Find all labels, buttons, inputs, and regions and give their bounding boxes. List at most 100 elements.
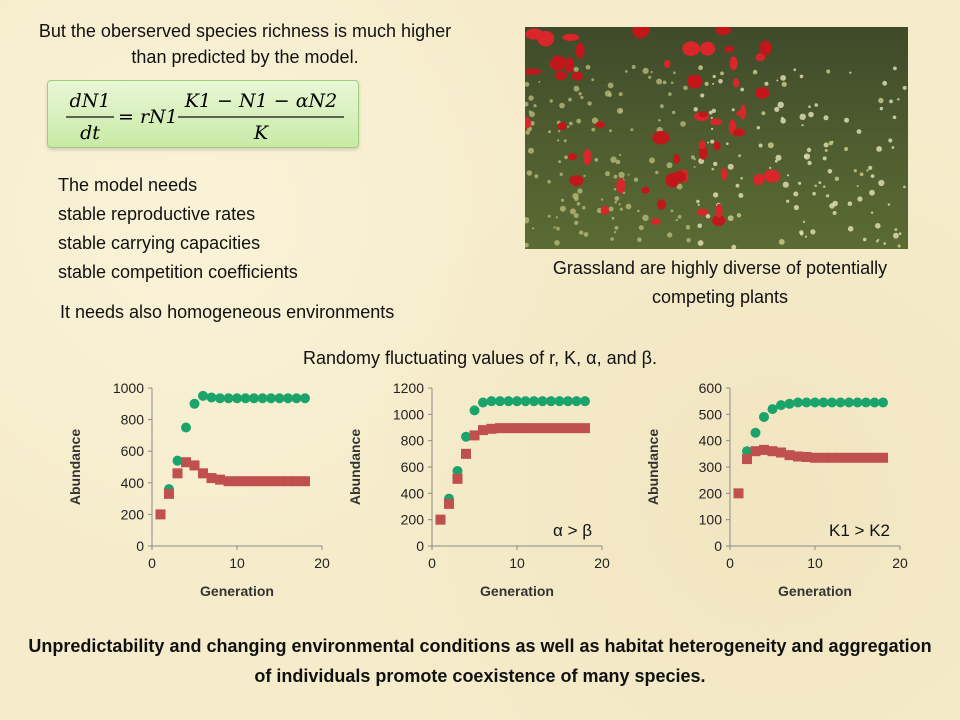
data-point-square [852, 452, 863, 463]
data-point-square [827, 452, 837, 463]
data-point-circle [852, 397, 863, 408]
data-point-circle [461, 431, 471, 442]
data-point-square [759, 444, 769, 455]
data-point-square [291, 476, 302, 487]
data-point-circle [554, 396, 565, 407]
data-point-square [810, 452, 820, 463]
data-point-square [164, 488, 174, 499]
data-point-circle [810, 397, 820, 408]
data-point-square [240, 476, 251, 487]
data-point-square [861, 452, 871, 463]
x-tick-label: 20 [314, 555, 330, 571]
data-point-circle [818, 397, 829, 408]
y-tick-label: 1000 [113, 380, 144, 396]
data-point-square [444, 498, 454, 509]
x-tick-label: 10 [229, 555, 245, 571]
y-tick-label: 200 [401, 512, 425, 528]
data-point-square [469, 430, 480, 441]
chart-annotation: K1 > K2 [829, 521, 890, 540]
y-tick-label: 500 [699, 406, 723, 422]
data-point-circle [776, 400, 786, 411]
data-point-square [818, 452, 829, 463]
data-point-square [198, 468, 208, 479]
data-point-circle [861, 397, 871, 408]
data-point-circle [784, 398, 795, 409]
data-point-square [206, 473, 217, 484]
data-point-circle [291, 393, 302, 404]
data-point-square [869, 452, 880, 463]
data-point-square [215, 474, 225, 485]
data-point-square [844, 452, 854, 463]
data-point-circle [835, 397, 846, 408]
formula-lhs-denominator: dt [80, 122, 100, 144]
data-point-circle [274, 393, 285, 404]
data-point-circle [580, 396, 590, 407]
data-point-circle [495, 396, 505, 407]
data-point-square [878, 452, 888, 463]
model-needs-line: The model needs [58, 175, 198, 195]
data-point-circle [206, 392, 217, 403]
data-point-square [435, 514, 446, 525]
data-point-circle [793, 397, 803, 408]
y-tick-label: 0 [714, 538, 722, 554]
x-tick-label: 0 [428, 555, 436, 571]
data-point-square [512, 423, 522, 434]
data-point-circle [827, 397, 837, 408]
data-point-circle [300, 393, 310, 404]
data-point-circle [512, 396, 522, 407]
data-point-circle [571, 396, 582, 407]
y-tick-label: 1200 [393, 380, 424, 396]
formula-box: dN1 dt = rN1 K1 − N1 − αN2 K [47, 80, 359, 148]
data-point-square [571, 423, 582, 434]
data-point-square [155, 509, 166, 520]
data-point-circle [503, 396, 514, 407]
data-point-square [266, 476, 276, 487]
y-tick-label: 1000 [393, 406, 424, 422]
data-point-square [249, 476, 259, 487]
data-point-circle [240, 393, 251, 404]
formula-equals: = rN1 [118, 106, 178, 128]
data-point-square [232, 476, 242, 487]
data-point-circle [546, 396, 556, 407]
model-needs-line: stable carrying capacities [58, 233, 261, 253]
data-point-circle [742, 446, 752, 457]
data-point-square [503, 423, 514, 434]
data-point-circle [486, 396, 497, 407]
y-tick-label: 800 [121, 412, 145, 428]
y-tick-label: 600 [401, 459, 425, 475]
data-point-circle [266, 393, 276, 404]
data-point-circle [172, 455, 183, 466]
y-tick-label: 600 [699, 380, 723, 396]
x-axis-label: Generation [778, 583, 852, 599]
y-tick-label: 200 [699, 485, 723, 501]
data-point-square [461, 448, 471, 459]
model-needs-line: stable reproductive rates [58, 204, 256, 224]
data-point-circle [759, 411, 769, 422]
data-point-square [784, 450, 795, 461]
x-tick-label: 0 [148, 555, 156, 571]
formula-rhs-numerator: K1 − N1 − αN2 [184, 90, 338, 112]
y-tick-label: 100 [699, 512, 723, 528]
chart-3-svg: 0 100 200 300 400 500 600 0 10 20 Generation Abunda… [645, 380, 908, 599]
data-point-square [767, 446, 778, 457]
fluctuating-text: Randomy fluctuating values of r, K, α, a… [303, 348, 657, 368]
data-point-circle [469, 405, 480, 416]
data-point-circle [563, 396, 573, 407]
data-point-circle [529, 396, 539, 407]
data-point-square [733, 488, 744, 499]
data-point-circle [478, 397, 488, 408]
y-tick-label: 400 [699, 433, 723, 449]
data-point-circle [750, 427, 761, 438]
data-point-square [742, 454, 752, 465]
conclusion-text: Unpredictability and changing environmen… [28, 636, 932, 686]
data-point-circle [844, 397, 854, 408]
data-point-square [223, 476, 234, 487]
y-tick-label: 600 [121, 443, 145, 459]
grassland-photo-svg [525, 27, 908, 249]
data-point-circle [283, 393, 293, 404]
x-tick-label: 10 [509, 555, 525, 571]
chart-1-svg: 0 200 400 600 800 1000 0 10 20 Generation Abundanc… [67, 380, 330, 599]
data-point-square [563, 423, 573, 434]
data-point-circle [801, 397, 812, 408]
data-point-square [750, 446, 761, 457]
